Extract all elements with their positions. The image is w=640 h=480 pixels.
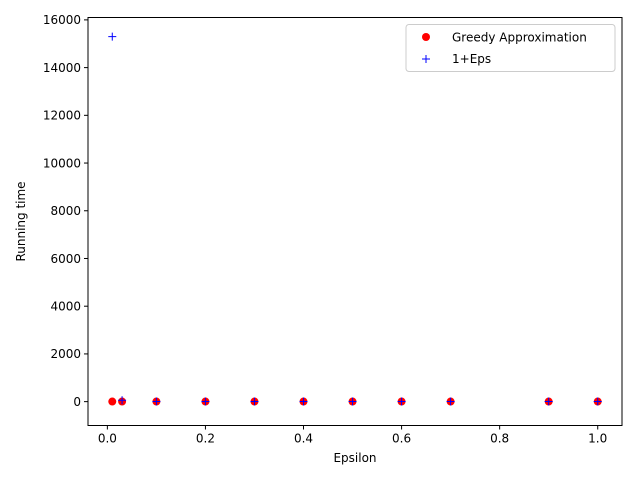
y-tick-label: 6000 <box>50 252 81 266</box>
y-tick-label: 4000 <box>50 300 81 314</box>
one-plus-eps-point <box>397 397 406 406</box>
y-tick-label: 16000 <box>43 13 81 27</box>
y-tick-label: 8000 <box>50 204 81 218</box>
plot-frame <box>87 17 623 426</box>
legend-box <box>405 24 616 72</box>
one-plus-eps-point <box>250 397 259 406</box>
x-tick-label: 0.4 <box>294 432 313 446</box>
x-tick-label: 0.6 <box>392 432 411 446</box>
legend-marker-greedy-approximation <box>422 33 430 41</box>
y-tick-label: 10000 <box>43 156 81 170</box>
y-axis: 0 2000 4000 6000 8000 10000 12000 14000 16000 <box>43 13 88 409</box>
legend-label-greedy-approximation: Greedy Approximation <box>452 31 587 45</box>
data-marks <box>108 32 602 406</box>
x-tick-label: 0.8 <box>490 432 509 446</box>
one-plus-eps-point <box>108 32 117 41</box>
y-tick-label: 14000 <box>43 61 81 75</box>
x-axis-label: Epsilon <box>333 451 376 465</box>
x-tick-label: 0.0 <box>98 432 117 446</box>
legend-marker-1-plus-eps <box>422 55 430 63</box>
one-plus-eps-point <box>446 397 455 406</box>
x-axis: 0.0 0.2 0.4 0.6 0.8 1.0 <box>98 425 607 446</box>
y-tick-label: 0 <box>73 395 81 409</box>
y-tick-label: 2000 <box>50 347 81 361</box>
one-plus-eps-point <box>299 397 308 406</box>
x-tick-label: 1.0 <box>588 432 607 446</box>
legend: Greedy Approximation 1+Eps <box>405 24 616 72</box>
one-plus-eps-point <box>544 397 553 406</box>
one-plus-eps-point <box>348 397 357 406</box>
greedy-approximation-point <box>108 397 117 406</box>
legend-label-1-plus-eps: 1+Eps <box>452 52 491 66</box>
x-tick-label: 0.2 <box>196 432 215 446</box>
one-plus-eps-point <box>152 397 161 406</box>
y-tick-label: 12000 <box>43 109 81 123</box>
y-axis-label: Running time <box>14 181 28 261</box>
one-plus-eps-point <box>118 396 127 405</box>
one-plus-eps-point <box>593 397 602 406</box>
one-plus-eps-point <box>201 397 210 406</box>
